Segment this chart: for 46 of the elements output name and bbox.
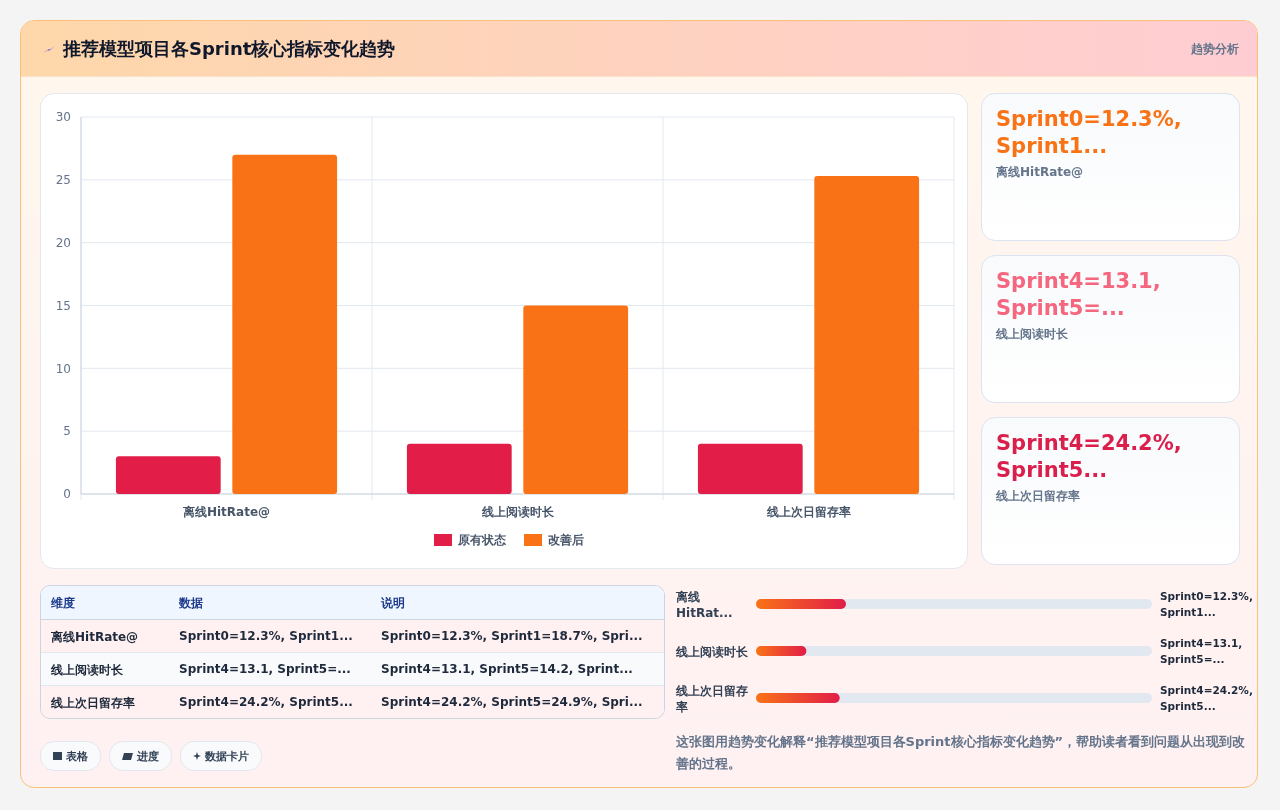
category-label: 数据: [179, 595, 203, 612]
text: Sprint0=12.3%, Sprint1...: [179, 629, 353, 643]
text: Sprint4=13.1, Sprint5=...: [179, 662, 351, 676]
text: Sprint0=12.3%, Sprint1=18.7%, Spri...: [381, 629, 643, 643]
text: Sprint4=24.2%, Sprint5=24.9%, Spri...: [381, 695, 643, 709]
y-tick-label: 20: [55, 235, 71, 250]
bar: [115, 456, 221, 494]
y-tick-label: 15: [55, 298, 71, 313]
x-tick-label: 线上次日留存率: [765, 505, 851, 519]
text: 离线HitRate@: [51, 630, 139, 644]
y-tick-label: 0: [63, 487, 71, 502]
text: 线上阅读时长: [996, 326, 1069, 343]
text: 数据卡片: [205, 748, 249, 764]
text: Sprint0=12.3%, Sprint1...: [1160, 589, 1254, 620]
text: 这张图用趋势变化解释“推荐模型项目各Sprint核心指标变化趋势”，帮助读者看到问题从出现到改善的过程。: [676, 733, 1246, 773]
x-tick-label: 离线HitRate@: [181, 505, 271, 519]
text: 进度: [137, 748, 159, 764]
y-tick-label: 离线HitRat...: [676, 589, 734, 622]
text: Sprint0=12.3%, Sprint1...: [996, 106, 1183, 160]
text: Sprint4=13.1, Sprint5=14.2, Sprint...: [381, 662, 633, 676]
text: 趋势分析: [1191, 41, 1239, 58]
bar: [814, 176, 920, 494]
chart-title: 推荐模型项目各Sprint核心指标变化趋势: [63, 37, 396, 61]
text: Sprint4=24.2%, Sprint5...: [1160, 683, 1254, 714]
x-tick-label: 线上阅读时长: [480, 505, 555, 519]
category-label: 说明: [381, 595, 405, 612]
y-tick-label: 线上次日留存率: [676, 683, 748, 716]
text: Sprint4=13.1, Sprint5=...: [1160, 636, 1244, 667]
text: Sprint4=13.1, Sprint5=...: [996, 268, 1162, 322]
category-label: 维度: [51, 595, 75, 612]
text: 线上次日留存率: [996, 488, 1081, 505]
legend-label: 原有状态: [457, 533, 507, 548]
text: 表格: [66, 748, 88, 764]
text: Sprint4=24.2%, Sprint5...: [996, 430, 1183, 484]
y-tick-label: 10: [55, 361, 71, 376]
y-tick-label: 线上阅读时长: [676, 644, 748, 661]
bar: [523, 305, 629, 494]
y-tick-label: 25: [55, 173, 71, 188]
bar: [232, 154, 338, 494]
bar: [697, 443, 803, 494]
y-tick-label: 30: [55, 110, 71, 125]
text: Sprint4=24.2%, Sprint5...: [179, 695, 353, 709]
text: 离线HitRate@: [996, 164, 1085, 181]
bar: [406, 443, 512, 494]
y-tick-label: 5: [63, 424, 71, 439]
legend-label: 改善后: [548, 533, 584, 548]
